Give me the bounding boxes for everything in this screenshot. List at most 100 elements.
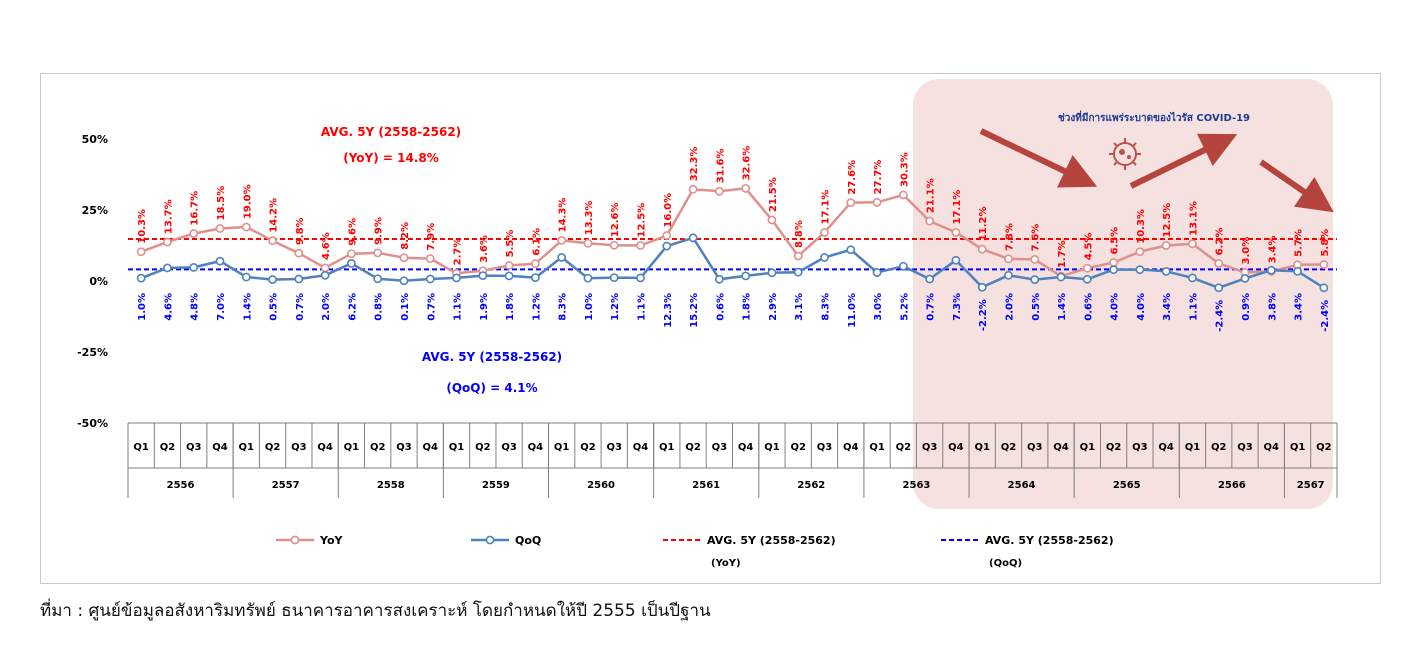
yoy-point [530, 259, 540, 269]
yoy-point [951, 228, 961, 237]
yoy-data-label: 1.7% [1057, 240, 1068, 268]
yoy-point [268, 236, 277, 246]
quarter-label: Q1 [869, 442, 885, 453]
qoq-data-label: 1.4% [242, 293, 253, 321]
quarter-label: Q1 [764, 442, 780, 453]
y-tick-label: -50% [77, 417, 108, 430]
quarter-label: Q4 [1158, 442, 1174, 453]
y-tick-label: 25% [82, 204, 108, 217]
qoq-point [347, 258, 356, 268]
yoy-data-label: 6.1% [531, 228, 542, 256]
qoq-data-label: 5.2% [899, 293, 910, 321]
qoq-data-label: 0.7% [295, 293, 306, 321]
qoq-data-label: 1.1% [1188, 293, 1199, 321]
yoy-data-label: 6.5% [1110, 227, 1121, 255]
qoq-point [1214, 283, 1224, 293]
quarter-label: Q2 [475, 442, 491, 453]
qoq-data-label: 1.0% [584, 293, 595, 321]
qoq-data-label: 0.8% [374, 293, 385, 321]
yoy-data-label: 27.6% [847, 160, 858, 195]
quarter-label: Q1 [344, 442, 360, 453]
yoy-point [1161, 241, 1171, 250]
qoq-data-label: 0.7% [426, 293, 437, 321]
yoy-point [320, 263, 330, 273]
qoq-point [557, 253, 567, 262]
yoy-point [977, 244, 987, 254]
yoy-average-annotation-line2: (YoY) = 14.8% [343, 151, 439, 165]
qoq-point [399, 276, 409, 286]
qoq-data-label: 0.9% [1241, 293, 1252, 321]
year-label: 2565 [1113, 480, 1141, 491]
quarter-label: Q2 [1001, 442, 1017, 453]
qoq-point [609, 273, 619, 282]
qoq-point [1161, 266, 1171, 276]
yoy-point [1082, 263, 1092, 273]
yoy-point [425, 254, 435, 263]
yoy-data-label: 9.8% [295, 217, 306, 245]
yoy-point [373, 248, 383, 258]
qoq-point [688, 233, 698, 243]
qoq-data-label: -2.4% [1320, 300, 1331, 332]
qoq-data-label: 1.8% [742, 293, 753, 321]
quarter-label: Q1 [554, 442, 570, 453]
yoy-point [609, 240, 619, 250]
qoq-data-label: 0.1% [400, 293, 411, 321]
yoy-point [1109, 258, 1118, 267]
quarter-label: Q4 [843, 442, 859, 453]
year-label: 2562 [797, 480, 825, 491]
quarter-label: Q1 [1185, 442, 1201, 453]
yoy-data-label: 7.8% [1004, 223, 1015, 251]
qoq-average-annotation-line1: AVG. 5Y (2558-2562) [422, 350, 562, 364]
covid-arrow [1259, 159, 1334, 213]
quarter-label: Q3 [1132, 442, 1148, 453]
qoq-data-label: 7.3% [952, 293, 963, 321]
qoq-data-label: 3.1% [794, 293, 805, 321]
qoq-data-label: 1.2% [610, 293, 621, 321]
quarter-label: Q2 [896, 442, 912, 453]
yoy-data-label: 11.2% [978, 206, 989, 241]
yoy-data-label: 10.3% [137, 209, 148, 244]
year-label: 2566 [1218, 480, 1246, 491]
yoy-point [925, 216, 935, 226]
qoq-data-label: 12.3% [663, 293, 674, 328]
year-label: 2556 [167, 480, 195, 491]
qoq-point [504, 271, 514, 281]
legend-label: QoQ [515, 534, 541, 547]
yoy-point [294, 248, 304, 258]
qoq-data-label: -2.2% [978, 299, 989, 331]
yoy-point [583, 238, 593, 248]
yoy-data-label: 7.9% [426, 223, 437, 251]
yoy-point [136, 247, 146, 257]
quarter-label: Q4 [633, 442, 649, 453]
yoy-data-label: 17.1% [952, 190, 963, 225]
qoq-point [583, 273, 593, 283]
yoy-data-label: 4.5% [1083, 232, 1094, 260]
quarter-label: Q3 [186, 442, 202, 453]
yoy-point [662, 231, 672, 240]
year-label: 2567 [1297, 480, 1325, 491]
quarter-label: Q4 [1053, 442, 1069, 453]
yoy-data-label: 13.3% [584, 201, 595, 236]
virus-icon [1109, 138, 1141, 170]
yoy-data-label: 10.3% [1136, 209, 1147, 244]
qoq-point [1004, 270, 1013, 280]
yoy-data-label: 19.0% [242, 184, 253, 219]
qoq-data-label: 3.0% [873, 293, 884, 321]
qoq-point [268, 275, 277, 284]
qoq-data-label: 3.4% [1162, 293, 1173, 321]
yoy-data-label: 9.9% [374, 217, 385, 245]
qoq-data-label: 7.0% [216, 293, 227, 321]
qoq-data-label: 1.1% [453, 293, 464, 321]
covid-arrow [979, 128, 1098, 188]
qoq-data-label: 1.9% [479, 293, 490, 321]
yoy-data-label: 5.7% [1294, 229, 1305, 257]
qoq-data-label: 1.1% [637, 293, 648, 321]
qoq-point [215, 256, 225, 266]
qoq-point [320, 270, 330, 280]
legend-label: AVG. 5Y (2558-2562) [707, 534, 836, 547]
yoy-data-label: 16.0% [663, 193, 674, 228]
qoq-data-label: 0.5% [269, 293, 280, 321]
yoy-point [347, 249, 356, 259]
quarter-label: Q2 [1106, 442, 1122, 453]
y-tick-label: -25% [77, 346, 108, 359]
